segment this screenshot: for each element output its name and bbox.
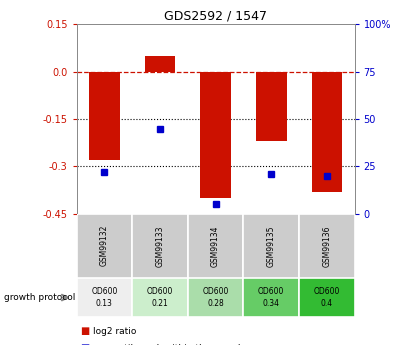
Text: GSM99133: GSM99133 <box>156 225 164 267</box>
Bar <box>299 214 355 278</box>
Text: ■: ■ <box>81 326 90 336</box>
Text: GSM99135: GSM99135 <box>267 225 276 267</box>
Text: log2 ratio: log2 ratio <box>93 327 136 336</box>
Text: OD600
0.4: OD600 0.4 <box>314 287 340 308</box>
Text: OD600
0.34: OD600 0.34 <box>258 287 285 308</box>
Bar <box>77 214 132 278</box>
Text: ■: ■ <box>81 344 90 345</box>
Bar <box>188 214 243 278</box>
Bar <box>256 71 287 141</box>
Text: GSM99134: GSM99134 <box>211 225 220 267</box>
Bar <box>132 214 188 278</box>
Text: OD600
0.28: OD600 0.28 <box>202 287 229 308</box>
Text: percentile rank within the sample: percentile rank within the sample <box>93 344 246 345</box>
Bar <box>243 214 299 278</box>
Bar <box>299 278 355 317</box>
Bar <box>243 278 299 317</box>
Text: OD600
0.13: OD600 0.13 <box>91 287 118 308</box>
Text: GSM99132: GSM99132 <box>100 225 109 266</box>
Bar <box>200 71 231 198</box>
Title: GDS2592 / 1547: GDS2592 / 1547 <box>164 10 267 23</box>
Bar <box>145 56 175 71</box>
Text: growth protocol: growth protocol <box>4 293 75 302</box>
Bar <box>132 278 188 317</box>
Bar <box>312 71 342 192</box>
Text: GSM99136: GSM99136 <box>322 225 331 267</box>
Bar <box>77 278 132 317</box>
Text: OD600
0.21: OD600 0.21 <box>147 287 173 308</box>
Bar <box>188 278 243 317</box>
Bar <box>89 71 120 160</box>
